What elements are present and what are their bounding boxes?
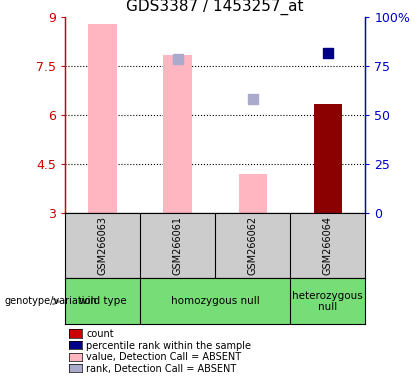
Text: wild type: wild type <box>79 296 126 306</box>
Text: genotype/variation: genotype/variation <box>4 296 97 306</box>
Bar <box>163 55 192 213</box>
Bar <box>239 174 267 213</box>
Text: value, Detection Call = ABSENT: value, Detection Call = ABSENT <box>86 352 241 362</box>
Text: GSM266064: GSM266064 <box>323 216 333 275</box>
Text: GSM266063: GSM266063 <box>97 216 108 275</box>
Point <box>325 50 331 56</box>
Title: GDS3387 / 1453257_at: GDS3387 / 1453257_at <box>126 0 304 15</box>
Bar <box>88 24 117 213</box>
Text: rank, Detection Call = ABSENT: rank, Detection Call = ABSENT <box>86 364 236 374</box>
Point <box>174 56 181 62</box>
Text: percentile rank within the sample: percentile rank within the sample <box>86 341 251 351</box>
Text: homozygous null: homozygous null <box>171 296 260 306</box>
Point <box>249 96 256 102</box>
Text: count: count <box>86 329 114 339</box>
Bar <box>314 104 342 213</box>
Text: GSM266061: GSM266061 <box>173 216 183 275</box>
Text: GSM266062: GSM266062 <box>248 216 258 275</box>
Text: heterozygous
null: heterozygous null <box>292 291 363 312</box>
